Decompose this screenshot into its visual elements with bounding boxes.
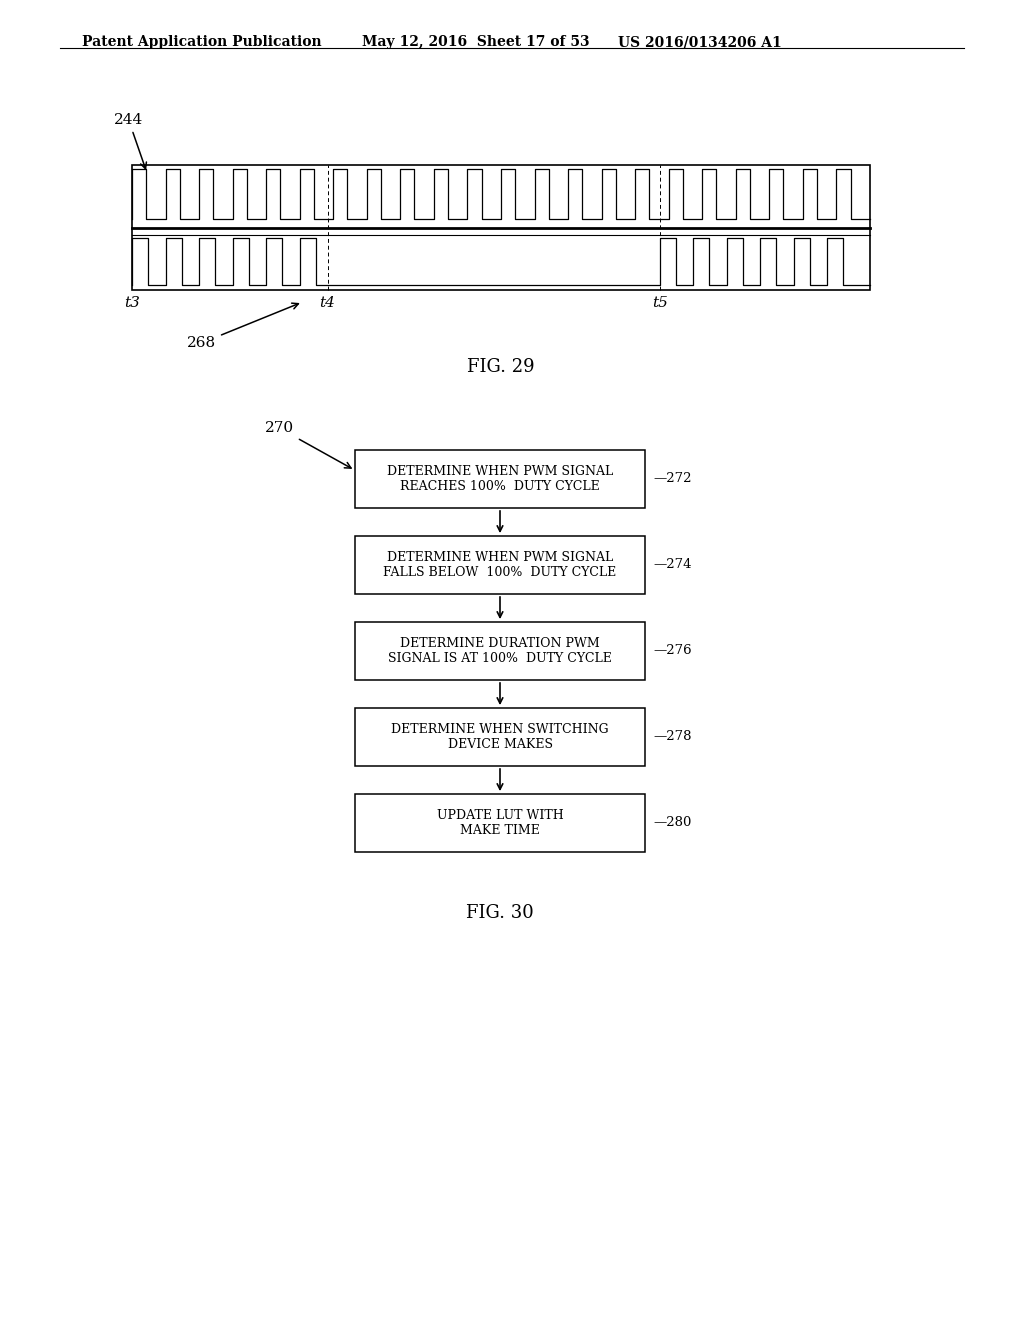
Text: FIG. 30: FIG. 30 — [466, 904, 534, 921]
Bar — [355, 450, 645, 508]
Text: DETERMINE WHEN SWITCHING
DEVICE MAKES: DETERMINE WHEN SWITCHING DEVICE MAKES — [391, 723, 609, 751]
Text: —274: —274 — [653, 558, 691, 572]
Text: —272: —272 — [653, 473, 691, 486]
Text: 270: 270 — [265, 421, 351, 469]
Text: —280: —280 — [653, 817, 691, 829]
Text: t5: t5 — [651, 296, 668, 310]
Text: DETERMINE WHEN PWM SIGNAL
REACHES 100%  DUTY CYCLE: DETERMINE WHEN PWM SIGNAL REACHES 100% D… — [387, 465, 613, 492]
Text: May 12, 2016  Sheet 17 of 53: May 12, 2016 Sheet 17 of 53 — [362, 36, 590, 49]
Text: t3: t3 — [124, 296, 140, 310]
Bar — [132, 165, 870, 290]
Text: —278: —278 — [653, 730, 691, 743]
Text: US 2016/0134206 A1: US 2016/0134206 A1 — [618, 36, 781, 49]
Text: DETERMINE WHEN PWM SIGNAL
FALLS BELOW  100%  DUTY CYCLE: DETERMINE WHEN PWM SIGNAL FALLS BELOW 10… — [383, 550, 616, 579]
Text: Patent Application Publication: Patent Application Publication — [82, 36, 322, 49]
Text: FIG. 29: FIG. 29 — [467, 358, 535, 376]
Bar — [355, 536, 645, 594]
Text: 244: 244 — [114, 114, 146, 169]
Text: UPDATE LUT WITH
MAKE TIME: UPDATE LUT WITH MAKE TIME — [436, 809, 563, 837]
Text: 268: 268 — [187, 304, 298, 350]
Bar — [355, 795, 645, 851]
Text: —276: —276 — [653, 644, 691, 657]
Bar — [355, 708, 645, 766]
Bar — [355, 622, 645, 680]
Text: DETERMINE DURATION PWM
SIGNAL IS AT 100%  DUTY CYCLE: DETERMINE DURATION PWM SIGNAL IS AT 100%… — [388, 638, 612, 665]
Text: t4: t4 — [319, 296, 336, 310]
